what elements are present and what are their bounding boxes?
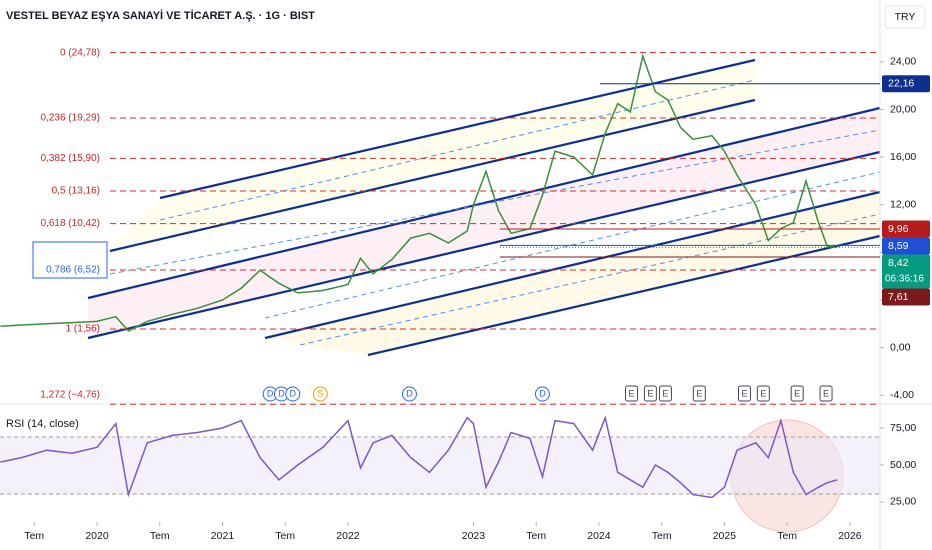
fib-label: 1 (1,56) [66, 324, 100, 335]
event-label: E [760, 388, 766, 398]
event-label: D [539, 388, 546, 398]
event-label: E [662, 388, 668, 398]
fib-label: 0,5 (13,16) [52, 186, 100, 197]
event-label: D [289, 388, 296, 398]
y-tick-label: 20,00 [890, 103, 916, 115]
price-tag [882, 288, 930, 306]
price-tag-label: 8,42 [888, 257, 909, 269]
countdown: 06:36:16 [885, 274, 924, 285]
price-tag-label: 7,61 [888, 291, 909, 303]
price-tag [882, 254, 930, 289]
event-label: D [278, 388, 285, 398]
price-tag-label: 22,16 [888, 78, 914, 90]
y-tick-label: 16,00 [890, 151, 916, 163]
event-marker [312, 386, 328, 402]
x-tick-label: Tem [24, 530, 44, 542]
price-tag [882, 220, 930, 238]
event-marker [819, 385, 833, 402]
x-tick-label: 2022 [336, 530, 360, 542]
event-marker [285, 386, 301, 402]
x-tick-label: Tem [526, 530, 546, 542]
event-label: D [267, 388, 274, 398]
event-marker [643, 385, 657, 402]
fib-label: 0,786 (6,52) [46, 265, 100, 276]
price-tag-label: 8,59 [888, 240, 909, 252]
x-tick-label: Tem [777, 530, 797, 542]
y-tick-label: 75,00 [890, 422, 916, 434]
event-label: D [406, 388, 413, 398]
rsi-line [0, 415, 838, 499]
event-marker [401, 386, 417, 402]
fib-box [32, 241, 108, 279]
fib-label: 0 (24,78) [60, 47, 100, 58]
event-label: E [741, 388, 747, 398]
event-label: E [647, 388, 653, 398]
channel [87, 58, 881, 357]
x-tick-label: 2023 [462, 530, 486, 542]
price-tag [882, 75, 930, 93]
rsi-title: RSI (14, close) [6, 418, 79, 430]
price-tag [882, 237, 930, 255]
fib-label: 0,618 (10,42) [41, 218, 101, 229]
y-tick-label: 24,00 [890, 56, 916, 68]
y-tick-label: 50,00 [890, 459, 916, 471]
rsi-band [0, 437, 880, 494]
event-label: S [317, 388, 323, 398]
x-tick-label: Tem [275, 530, 295, 542]
fib-label: 0,236 (19,29) [41, 113, 101, 124]
x-tick-label: 2021 [211, 530, 235, 542]
currency[interactable]: TRY [895, 11, 916, 23]
x-tick-label: Tem [150, 530, 170, 542]
y-tick-label: 0,00 [890, 341, 911, 353]
fib-label: 1,272 (−4,76) [40, 390, 100, 401]
event-label: E [629, 388, 635, 398]
x-tick-label: 2020 [85, 530, 109, 542]
event-marker [658, 385, 672, 402]
y-tick-label: 25,00 [890, 496, 916, 508]
event-marker [756, 385, 770, 402]
x-tick-label: 2026 [838, 530, 862, 542]
event-marker [737, 385, 751, 402]
event-marker [790, 385, 804, 402]
y-tick-label: 12,00 [890, 199, 916, 211]
event-marker [625, 385, 639, 402]
currency-box[interactable] [884, 5, 926, 29]
event-marker [692, 385, 706, 402]
event-label: E [696, 388, 702, 398]
x-tick-label: Tem [652, 530, 672, 542]
y-tick-label: -4,00 [890, 389, 914, 401]
chart-title: VESTEL BEYAZ EŞYA SANAYİ VE TİCARET A.Ş.… [6, 9, 315, 22]
event-marker [534, 386, 550, 402]
fib-label: 0,382 (15,90) [41, 153, 101, 164]
price-line [0, 53, 838, 332]
event-label: E [823, 388, 829, 398]
price-tag-label: 9,96 [888, 223, 909, 235]
x-tick-label: 2024 [587, 530, 611, 542]
event-label: E [794, 388, 800, 398]
x-tick-label: 2025 [713, 530, 737, 542]
